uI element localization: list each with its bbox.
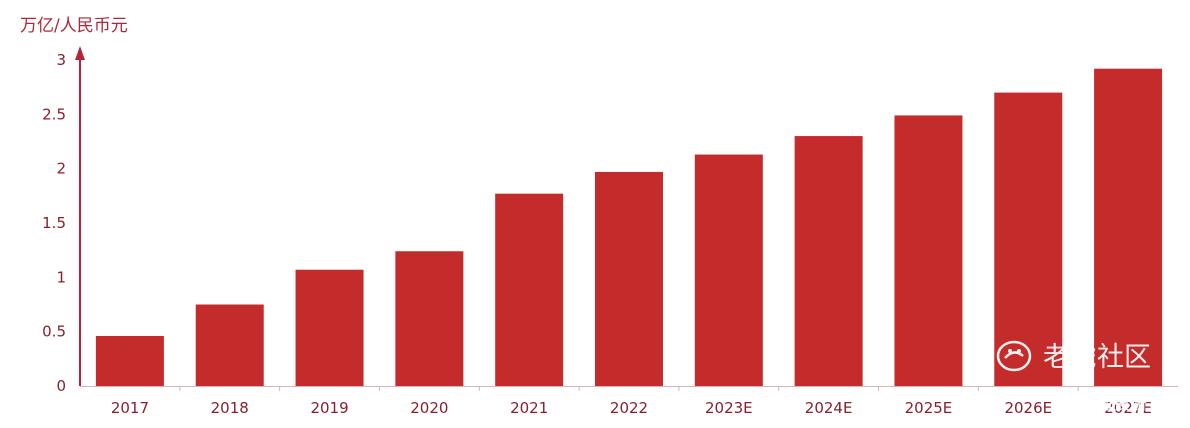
x-tick-label: 2022 [610, 399, 648, 417]
x-tick-label: 2025E [905, 399, 953, 417]
y-axis-ticks: 0 0.5 1 1.5 2 2.5 3 [42, 51, 66, 395]
bar-2019 [295, 269, 364, 386]
bar-2026E [994, 92, 1063, 386]
y-tick-label: 0.5 [42, 323, 66, 341]
y-tick-label: 1 [56, 268, 66, 286]
y-tick-label: 0 [56, 377, 66, 395]
y-tick-label: 2.5 [42, 105, 66, 123]
y-tick-label: 2 [56, 160, 66, 178]
bar-2027E [1094, 68, 1163, 387]
x-tick-label: 2024E [805, 399, 853, 417]
x-tick-label: 2020 [410, 399, 448, 417]
bar-2022 [595, 171, 663, 386]
y-tick-label: 1.5 [42, 214, 66, 232]
bar-2018 [195, 304, 264, 386]
y-tick-label: 3 [56, 51, 66, 69]
bar-2025E [894, 115, 963, 387]
x-tick-label: 2021 [510, 399, 548, 417]
x-tick-label: 2027E [1104, 399, 1152, 417]
bar-2023E [694, 154, 763, 386]
bar-2020 [395, 251, 464, 386]
x-axis-tick-marks [179, 386, 1079, 391]
y-axis-label: 万亿/人民币元 [20, 16, 128, 36]
x-tick-label: 2018 [211, 399, 249, 417]
bar-2017 [95, 336, 164, 386]
x-tick-label: 2023E [705, 399, 753, 417]
watermark-sub: @浩海投研 [1062, 394, 1147, 414]
bar-2024E [794, 136, 863, 386]
y-axis-arrow-icon [75, 46, 85, 60]
watermark: 老虎社区 @浩海投研 [996, 340, 1151, 414]
x-axis-categories: 2017 2018 2019 2020 2021 2022 2023E 2024E 2025E 2… [111, 399, 1152, 417]
x-tick-label: 2019 [310, 399, 348, 417]
watermark-brand: 老虎社区 [1043, 342, 1151, 373]
tiger-logo-icon [996, 340, 1032, 372]
x-tick-label: 2026E [1004, 399, 1052, 417]
x-tick-label: 2017 [111, 399, 149, 417]
bars [95, 68, 1163, 387]
bar-2021 [495, 193, 564, 386]
